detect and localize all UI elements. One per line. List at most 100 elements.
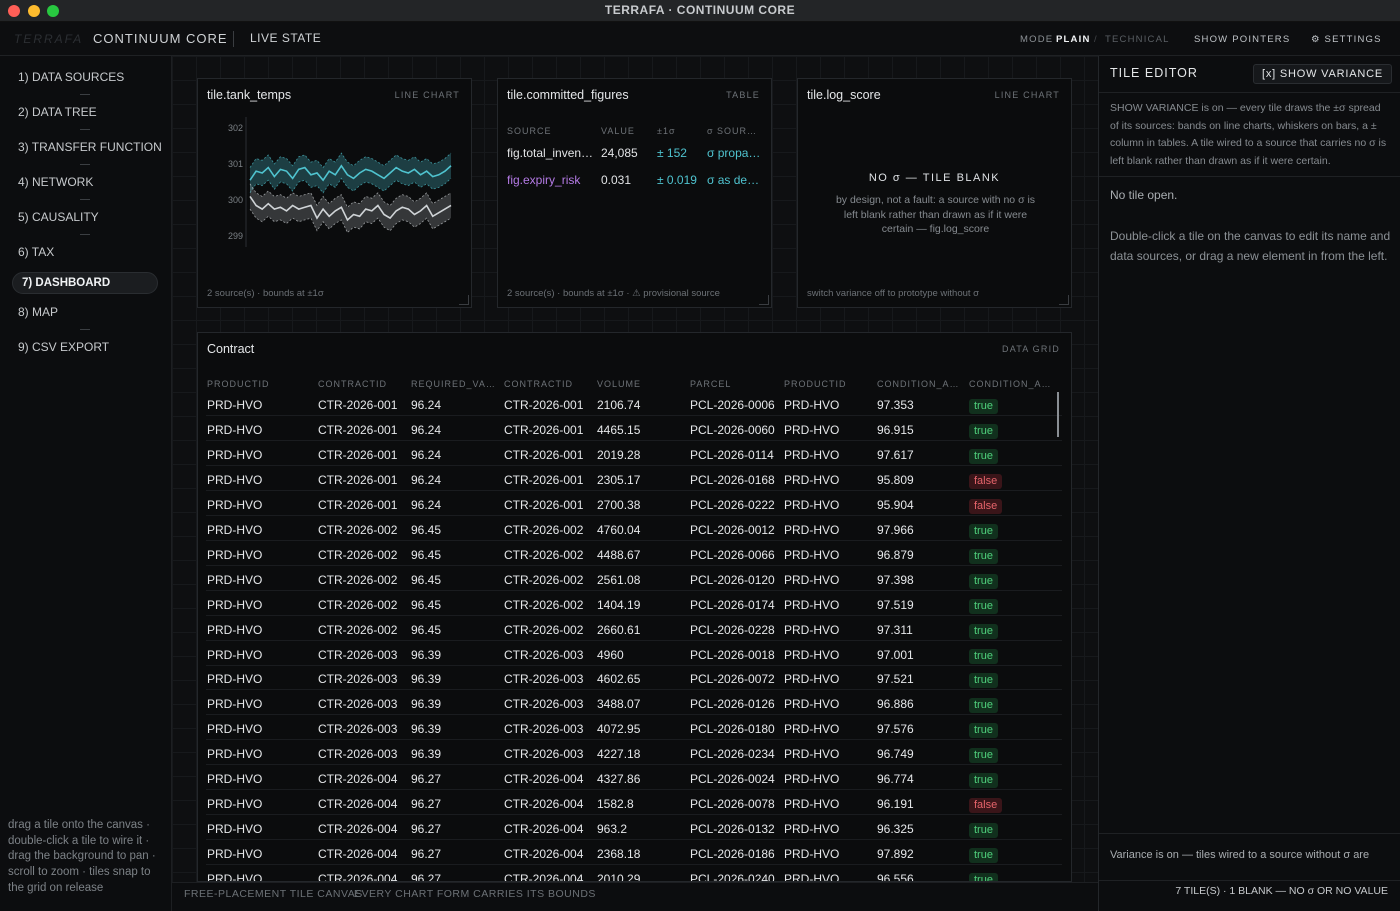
resize-handle[interactable] [759,295,769,305]
table-cell-source-provisional[interactable]: fig.expiry_risk [507,173,581,187]
mode-plain-option[interactable]: PLAIN [1056,34,1091,45]
close-window-button[interactable] [8,5,20,17]
panel-divider [1099,880,1400,881]
sidebar-item-map[interactable]: 8) MAP [18,305,59,319]
show-variance-toggle[interactable]: [x] SHOW VARIANCE [1253,64,1392,84]
tile-footer: 2 source(s) · bounds at ±1σ [207,288,324,299]
table-cell-volume: 4227.18 [597,747,641,761]
sidebar-item-tax[interactable]: 6) TAX [18,245,55,259]
minimize-window-button[interactable] [28,5,40,17]
canvas-footer-right: EVERY CHART FORM CARRIES ITS BOUNDS [354,888,596,900]
table-cell-parcel: PCL-2026-0228 [690,623,775,637]
tile-title: tile.tank_temps [207,88,292,102]
table-cell-contractid: CTR-2026-001 [318,423,398,437]
table-cell-productid-2: PRD-HVO [784,398,840,412]
table-cell-volume: 2368.18 [597,847,641,861]
table-cell-productid-2: PRD-HVO [784,722,840,736]
table-cell-contractid: CTR-2026-004 [318,797,398,811]
table-cell-volume: 2010.29 [597,872,641,882]
table-cell-condition-a: 95.809 [877,473,914,487]
nav-divider [80,199,90,200]
tile-canvas[interactable]: tile.tank_temps LINE CHART 302 301 300 299 … [172,56,1098,882]
status-badge: true [969,649,998,664]
blank-tile-heading: NO σ — TILE BLANK [868,172,1001,184]
grid-scrollbar[interactable] [1057,392,1059,437]
sidebar-item-data-sources[interactable]: 1) DATA SOURCES [18,70,125,84]
table-cell-volume: 4960 [597,648,624,662]
table-cell-contractid: CTR-2026-004 [318,847,398,861]
column-header-condition-a[interactable]: CONDITION_A… [877,379,960,389]
table-cell-volume: 4760.04 [597,523,641,537]
table-cell-volume: 2660.61 [597,623,641,637]
table-cell-volume: 2561.08 [597,573,641,587]
table-cell-value: 0.031 [601,173,632,187]
status-badge: true [969,848,998,863]
table-cell-contractid-2: CTR-2026-003 [504,697,584,711]
table-cell-productid-2: PRD-HVO [784,623,840,637]
settings-button[interactable]: ⚙ SETTINGS [1311,34,1382,45]
table-cell-productid: PRD-HVO [207,623,263,637]
table-cell-parcel: PCL-2026-0066 [690,548,775,562]
tile-contract-grid[interactable]: Contract DATA GRID PRODUCTID CONTRACTID RE… [197,332,1072,882]
sidebar-item-csv-export[interactable]: 9) CSV EXPORT [18,340,110,354]
table-cell-contractid-2: CTR-2026-002 [504,523,584,537]
table-row-divider [206,739,1062,740]
table-cell-parcel: PCL-2026-0018 [690,648,775,662]
zoom-window-button[interactable] [47,5,59,17]
table-cell-condition-a: 97.001 [877,648,914,662]
table-cell-sigma-source: σ propa… [707,146,761,160]
sigma-band [250,153,451,193]
table-cell-condition-a: 96.879 [877,548,914,562]
table-cell-contractid: CTR-2026-002 [318,523,398,537]
nav-divider [80,234,90,235]
table-cell-required-value: 96.45 [411,523,442,537]
tile-tank-temps[interactable]: tile.tank_temps LINE CHART 302 301 300 299 … [197,78,472,308]
sidebar-item-data-tree[interactable]: 2) DATA TREE [18,105,97,119]
table-cell-volume: 963.2 [597,822,628,836]
column-header-parcel[interactable]: PARCEL [690,379,732,389]
table-cell-productid-2: PRD-HVO [784,448,840,462]
tile-committed-figures[interactable]: tile.committed_figures TABLE SOURCE VALU… [497,78,772,308]
tile-log-score[interactable]: tile.log_score LINE CHART NO σ — TILE BL… [797,78,1072,308]
sigma-bound-line [249,183,452,208]
table-cell-condition-a: 97.519 [877,598,914,612]
table-cell-required-value: 96.45 [411,548,442,562]
table-cell-parcel: PCL-2026-0060 [690,423,775,437]
table-cell-productid: PRD-HVO [207,872,263,882]
sidebar-item-transfer-function[interactable]: 3) TRANSFER FUNCTION [18,140,162,154]
sidebar-item-network[interactable]: 4) NETWORK [18,175,94,189]
table-cell-productid-2: PRD-HVO [784,797,840,811]
column-header-required-value[interactable]: REQUIRED_VA… [411,379,496,389]
column-header-condition-a-2[interactable]: CONDITION_A… [969,379,1052,389]
show-pointers-button[interactable]: SHOW POINTERS [1194,34,1291,45]
table-cell-parcel: PCL-2026-0024 [690,772,775,786]
table-cell-condition-a: 96.749 [877,747,914,761]
tank-temps-chart: 302 301 300 299 [228,117,452,247]
nav-divider [80,129,90,130]
table-cell-productid-2: PRD-HVO [784,847,840,861]
table-cell-required-value: 96.39 [411,672,442,686]
table-cell-productid-2: PRD-HVO [784,498,840,512]
table-cell-productid-2: PRD-HVO [784,872,840,882]
column-header-productid[interactable]: PRODUCTID [207,379,270,389]
column-header-contractid-2[interactable]: CONTRACTID [504,379,573,389]
table-cell-source[interactable]: fig.total_inven… [507,146,594,160]
tile-footer: 2 source(s) · bounds at ±1σ · ⚠ provisio… [507,288,720,299]
mode-technical-option[interactable]: TECHNICAL [1105,34,1170,45]
column-header-volume[interactable]: VOLUME [597,379,642,389]
table-cell-condition-a: 96.774 [877,772,914,786]
sidebar-item-dashboard[interactable]: 7) DASHBOARD [12,272,158,294]
column-header-productid-2[interactable]: PRODUCTID [784,379,847,389]
table-cell-productid: PRD-HVO [207,772,263,786]
table-cell-contractid: CTR-2026-002 [318,548,398,562]
resize-handle[interactable] [1059,295,1069,305]
table-cell-contractid-2: CTR-2026-004 [504,822,584,836]
tile-type-label: TABLE [726,90,760,100]
sidebar-item-causality[interactable]: 5) CAUSALITY [18,210,99,224]
column-header-contractid[interactable]: CONTRACTID [318,379,387,389]
column-header-value: VALUE [601,126,635,136]
variance-footer-note: Variance is on — tiles wired to a source… [1110,849,1370,861]
series-line [249,164,452,182]
resize-handle[interactable] [459,295,469,305]
status-badge: true [969,424,998,439]
